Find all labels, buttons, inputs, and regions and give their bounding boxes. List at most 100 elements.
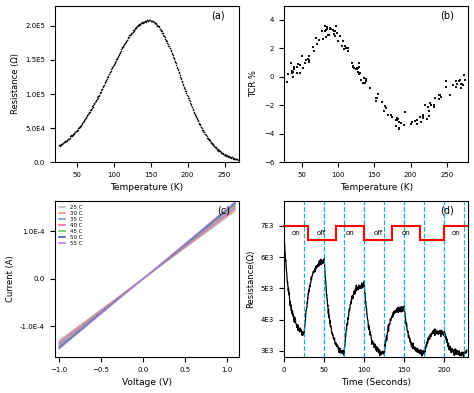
- Text: (b): (b): [440, 10, 454, 20]
- Point: [340, 46, 347, 52]
- Point: [150, 19, 157, 25]
- Point: [416, 114, 423, 120]
- Point: [90, 102, 97, 108]
- Point: [215, 147, 222, 154]
- Point: [400, 121, 408, 128]
- Line: 55 C: 55 C: [59, 202, 235, 349]
- Point: [117, 48, 125, 55]
- Point: [456, 78, 463, 84]
- 35 C: [205, 227, 210, 231]
- Point: [413, 121, 421, 127]
- Point: [293, 64, 301, 70]
- Point: [211, 144, 219, 150]
- Point: [98, 86, 106, 92]
- Point: [125, 34, 132, 40]
- Point: [327, 26, 334, 32]
- Point: [164, 40, 171, 46]
- Point: [230, 156, 238, 162]
- Point: [56, 142, 64, 148]
- Point: [147, 18, 155, 24]
- Point: [92, 97, 100, 103]
- Point: [73, 127, 81, 133]
- Point: [131, 26, 138, 32]
- Point: [336, 33, 344, 40]
- Point: [395, 126, 403, 132]
- Point: [162, 36, 169, 42]
- Point: [130, 28, 137, 34]
- Point: [206, 137, 213, 143]
- Point: [103, 75, 110, 82]
- Point: [166, 45, 173, 51]
- Point: [107, 69, 114, 75]
- Point: [176, 72, 183, 78]
- Point: [58, 141, 66, 147]
- Point: [106, 71, 113, 77]
- X-axis label: Voltage (V): Voltage (V): [122, 378, 172, 387]
- Point: [380, 107, 388, 114]
- X-axis label: Time (Seconds): Time (Seconds): [341, 378, 411, 387]
- Point: [289, 69, 297, 75]
- 40 C: [160, 261, 166, 265]
- Point: [99, 84, 107, 90]
- Point: [113, 56, 120, 62]
- Point: [217, 149, 225, 155]
- Point: [151, 20, 159, 26]
- Point: [82, 115, 90, 121]
- Point: [135, 22, 143, 28]
- Point: [112, 58, 119, 64]
- Point: [462, 77, 469, 84]
- Point: [193, 115, 201, 121]
- Point: [453, 81, 461, 88]
- Point: [160, 33, 168, 39]
- 25 C: [56, 338, 62, 343]
- 55 C: [161, 259, 167, 264]
- Point: [132, 25, 139, 31]
- 50 C: [161, 259, 167, 264]
- Point: [97, 87, 105, 94]
- Point: [148, 18, 155, 24]
- Point: [431, 95, 438, 102]
- Point: [150, 19, 158, 25]
- Point: [151, 20, 158, 26]
- Point: [227, 154, 235, 160]
- 55 C: [57, 346, 63, 351]
- Point: [134, 23, 141, 29]
- Point: [305, 57, 313, 63]
- Point: [95, 92, 103, 98]
- Point: [170, 55, 177, 61]
- Point: [211, 144, 219, 150]
- 30 C: [205, 228, 210, 233]
- Point: [219, 151, 227, 157]
- Point: [149, 18, 157, 24]
- Point: [102, 77, 110, 83]
- Point: [229, 156, 237, 162]
- Point: [115, 51, 123, 57]
- 55 C: [232, 199, 238, 204]
- Point: [210, 143, 218, 149]
- Point: [105, 71, 113, 77]
- Point: [457, 84, 465, 91]
- Point: [112, 56, 120, 62]
- 25 C: [164, 259, 170, 264]
- Point: [87, 107, 95, 113]
- Point: [75, 124, 83, 130]
- 40 C: [164, 258, 170, 263]
- Point: [173, 64, 181, 70]
- Point: [79, 119, 86, 126]
- Point: [141, 18, 149, 24]
- Point: [156, 26, 164, 32]
- Point: [224, 153, 231, 160]
- Point: [183, 91, 191, 97]
- Point: [330, 28, 337, 34]
- Point: [201, 130, 209, 137]
- Point: [74, 125, 82, 131]
- Point: [210, 141, 217, 148]
- Point: [395, 119, 403, 125]
- Point: [395, 116, 402, 123]
- Point: [449, 81, 457, 88]
- Point: [177, 75, 184, 81]
- Point: [90, 101, 98, 107]
- Point: [156, 26, 164, 32]
- Point: [312, 35, 319, 41]
- Point: [171, 58, 178, 64]
